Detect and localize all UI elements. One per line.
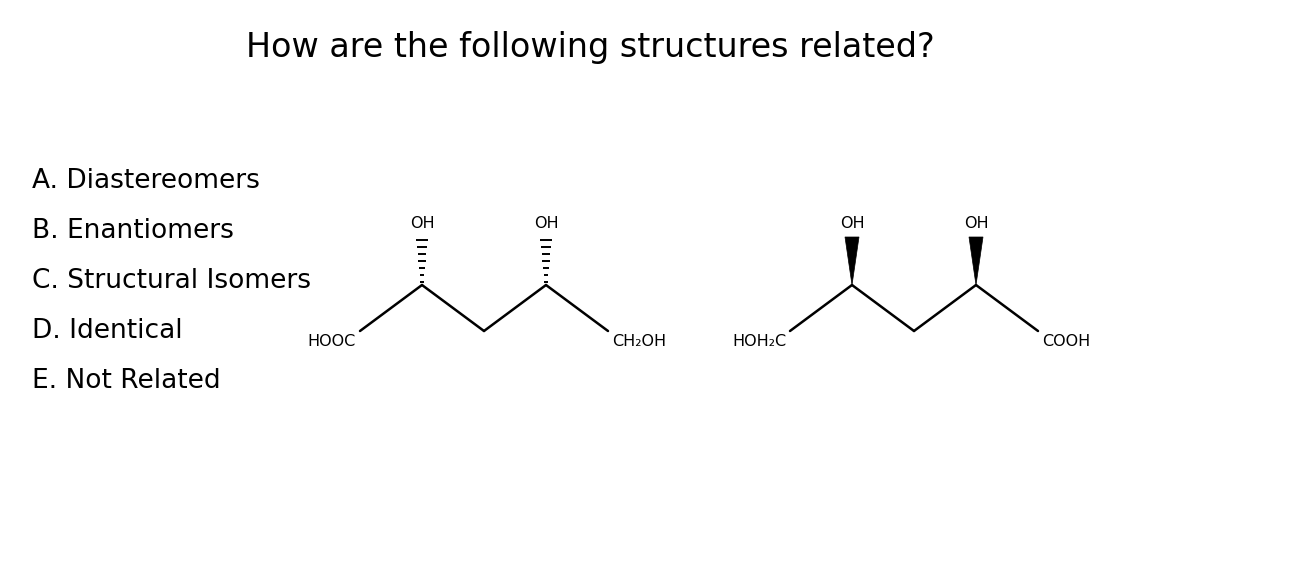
Text: A. Diastereomers: A. Diastereomers [32, 168, 260, 194]
Text: COOH: COOH [1043, 334, 1091, 349]
Polygon shape [845, 237, 859, 285]
Text: B. Enantiomers: B. Enantiomers [32, 218, 234, 244]
Text: CH₂OH: CH₂OH [612, 334, 666, 349]
Text: OH: OH [963, 216, 988, 231]
Text: OH: OH [410, 216, 434, 231]
Text: OH: OH [534, 216, 558, 231]
Polygon shape [968, 237, 983, 285]
Text: C. Structural Isomers: C. Structural Isomers [32, 268, 311, 294]
Text: OH: OH [840, 216, 865, 231]
Text: How are the following structures related?: How are the following structures related… [246, 31, 935, 64]
Text: HOH₂C: HOH₂C [732, 334, 786, 349]
Text: D. Identical: D. Identical [32, 318, 182, 344]
Text: E. Not Related: E. Not Related [32, 368, 221, 394]
Text: HOOC: HOOC [308, 334, 356, 349]
